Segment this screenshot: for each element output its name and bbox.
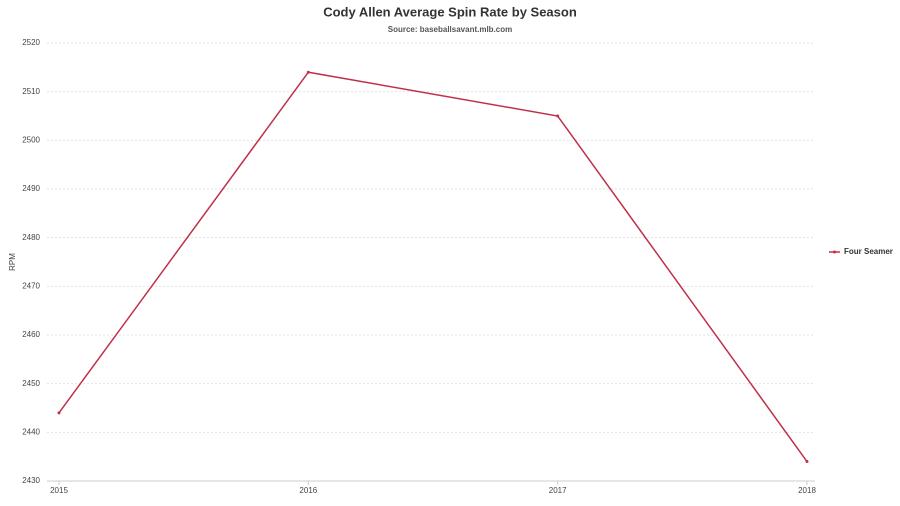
y-tick-label: 2440 (22, 427, 40, 436)
y-tick-label: 2510 (22, 87, 40, 96)
y-tick-label: 2450 (22, 379, 40, 388)
chart-title: Cody Allen Average Spin Rate by Season (323, 4, 577, 19)
chart-subtitle: Source: baseballsavant.mlb.com (388, 25, 513, 34)
line (58, 71, 808, 462)
x-tick-label: 2016 (299, 486, 317, 495)
point (805, 460, 809, 464)
y-axis-label: RPM (8, 253, 17, 271)
legend-label: Four Seamer (844, 247, 893, 256)
x-tick-label: 2015 (50, 486, 68, 495)
y-tick-label: 2500 (22, 135, 40, 144)
x-tick-label: 2018 (798, 486, 816, 495)
y-tick-label: 2460 (22, 330, 40, 339)
point (306, 70, 310, 74)
legend-marker (833, 250, 836, 254)
y-tick-label: 2470 (22, 281, 40, 290)
y-tick-label: 2490 (22, 184, 40, 193)
x-tick-label: 2017 (549, 486, 567, 495)
point (556, 114, 560, 118)
y-tick-label: 2430 (22, 476, 40, 485)
y-tick-label: 2480 (22, 233, 40, 242)
point (57, 411, 61, 415)
y-tick-label: 2520 (22, 38, 40, 47)
